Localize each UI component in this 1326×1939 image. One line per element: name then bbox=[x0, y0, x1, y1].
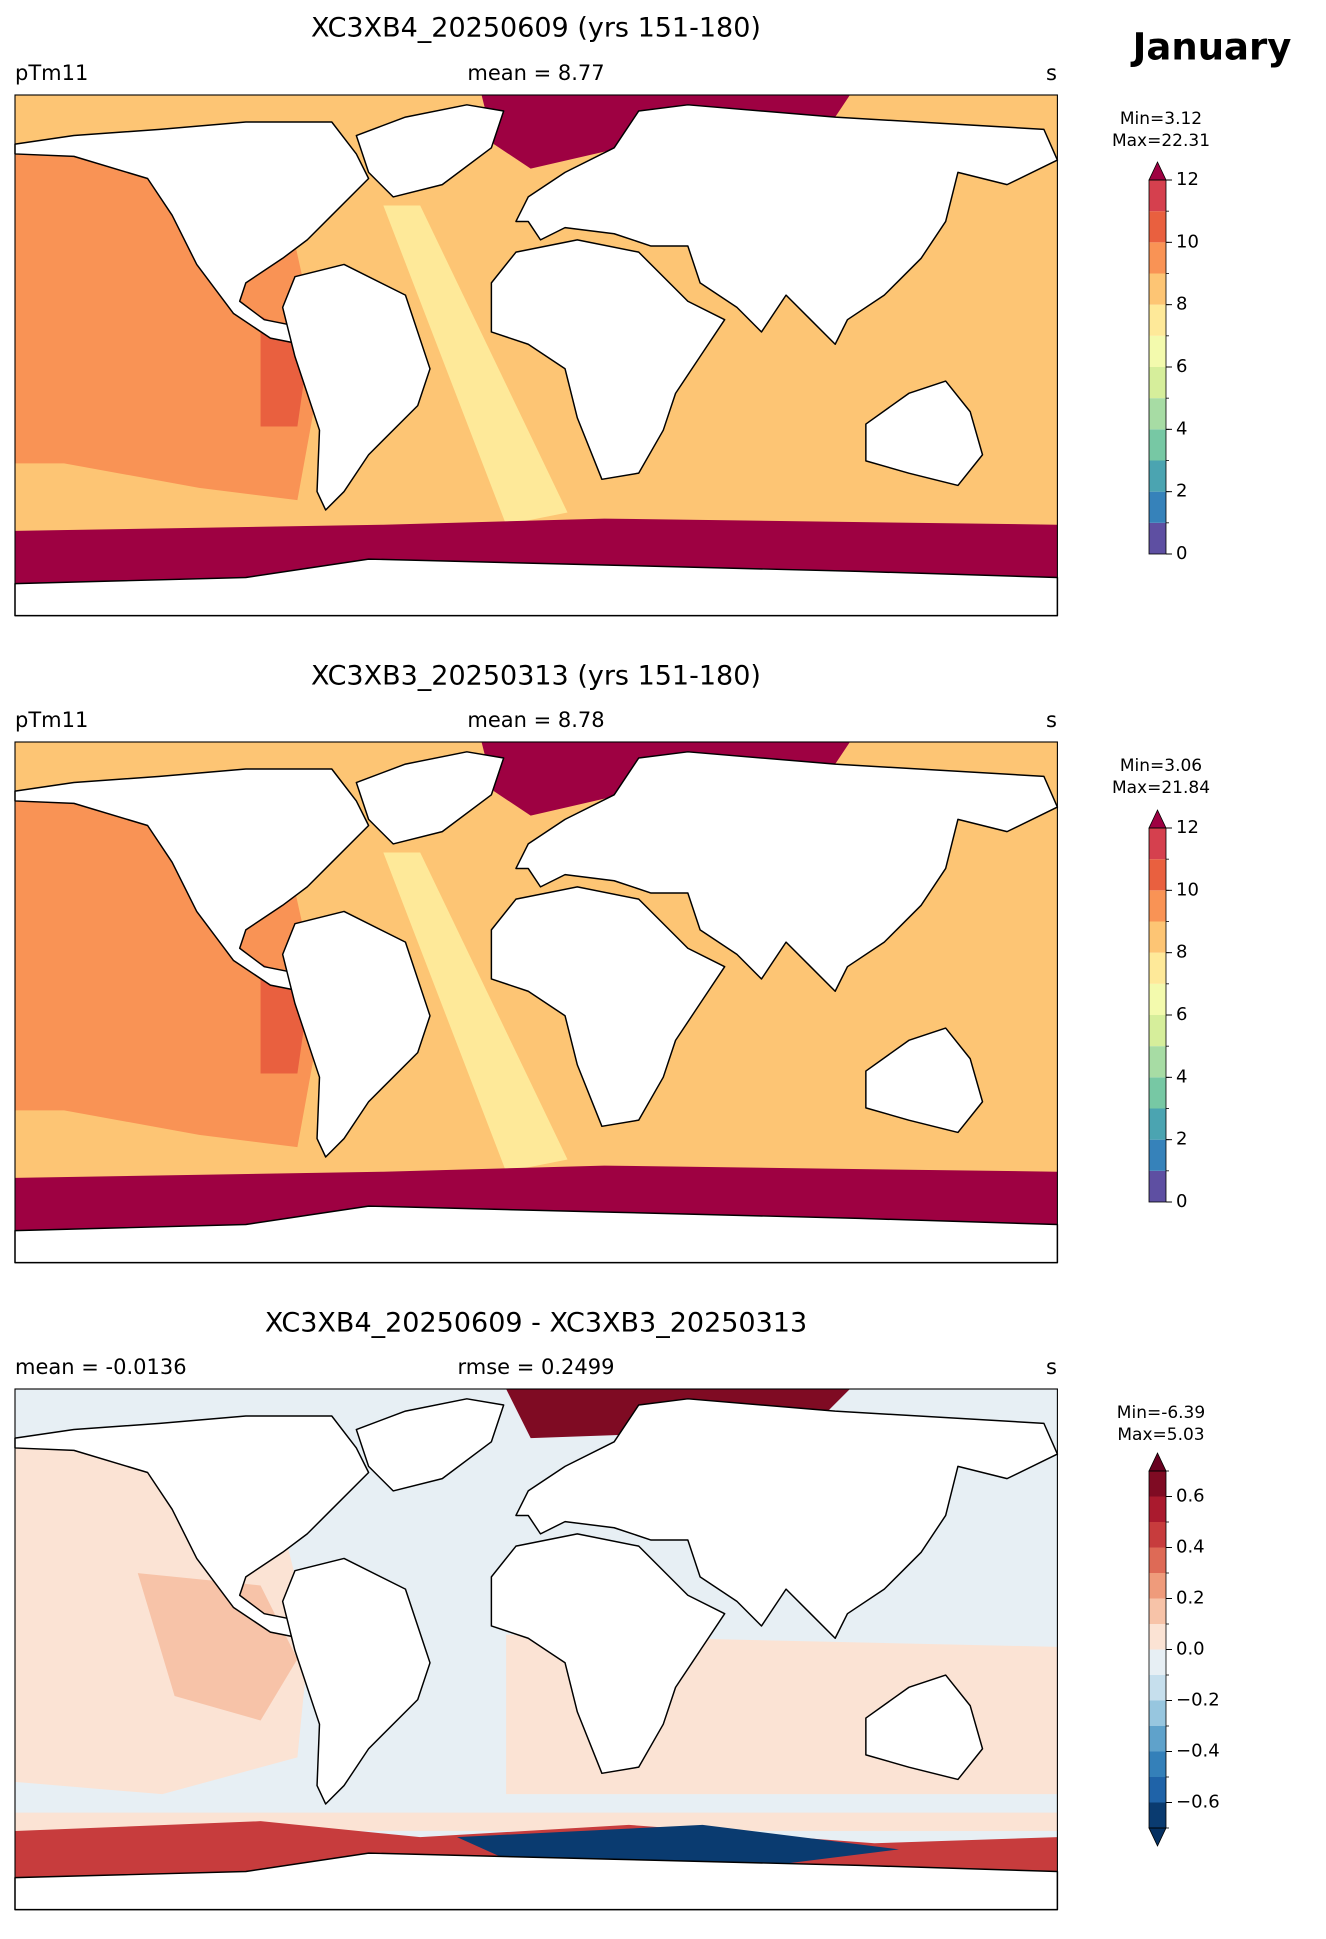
colorbar-bin bbox=[1149, 335, 1166, 367]
colorbar-bin bbox=[1149, 242, 1166, 274]
colorbar-tick-label: 0.4 bbox=[1176, 1537, 1205, 1558]
colorbar-bin bbox=[1149, 273, 1166, 305]
colorbar-bin bbox=[1149, 1700, 1166, 1726]
map bbox=[14, 94, 1059, 617]
colorbar-bin bbox=[1149, 828, 1166, 860]
colorbar-bin bbox=[1149, 398, 1166, 430]
colorbar-extend-under bbox=[1148, 1827, 1167, 1847]
colorbar-bin bbox=[1149, 1649, 1166, 1675]
stats-text: Min=3.12 bbox=[1120, 109, 1202, 129]
colorbar-bin bbox=[1149, 983, 1166, 1015]
map bbox=[14, 1388, 1059, 1911]
colorbar-tick-label: 2 bbox=[1176, 1129, 1187, 1150]
colorbar-bin bbox=[1149, 1726, 1166, 1752]
colorbar-bin bbox=[1149, 1624, 1166, 1650]
colorbar-bin bbox=[1149, 1139, 1166, 1171]
colorbar-bin bbox=[1149, 180, 1166, 212]
colorbar-bin bbox=[1149, 1522, 1166, 1548]
stats-text: Min=-6.39 bbox=[1117, 1403, 1205, 1423]
colorbar-extend-over bbox=[1148, 1452, 1167, 1472]
stats-text: Max=21.84 bbox=[1112, 778, 1210, 798]
colorbar-tick-label: 6 bbox=[1176, 356, 1187, 377]
colorbar-tick-label: 4 bbox=[1176, 418, 1187, 439]
colorbar-tick-label: 0.0 bbox=[1176, 1639, 1205, 1660]
colorbar-bin bbox=[1149, 952, 1166, 984]
colorbar-bin bbox=[1149, 859, 1166, 891]
colorbar-bin bbox=[1149, 1170, 1166, 1202]
colorbar-bin bbox=[1149, 1751, 1166, 1777]
units-label: s bbox=[1046, 61, 1057, 85]
colorbar-tick-label: 12 bbox=[1176, 817, 1199, 838]
colorbar-bin bbox=[1149, 921, 1166, 953]
colorbar-bin bbox=[1149, 367, 1166, 399]
map bbox=[14, 741, 1059, 1264]
colorbar-tick-label: 8 bbox=[1176, 942, 1187, 963]
colorbar-bin bbox=[1149, 1573, 1166, 1599]
center-label: mean = 8.78 bbox=[467, 708, 604, 732]
units-label: s bbox=[1046, 708, 1057, 732]
colorbar-bin bbox=[1149, 1077, 1166, 1109]
colorbar-tick-label: 8 bbox=[1176, 294, 1187, 315]
colorbar-tick-label: −0.4 bbox=[1176, 1741, 1220, 1762]
colorbar-bin bbox=[1149, 304, 1166, 336]
panel-title: XC3XB4_20250609 - XC3XB3_20250313 bbox=[265, 1308, 807, 1339]
colorbar-bin bbox=[1149, 1675, 1166, 1701]
colorbar-bin bbox=[1149, 1547, 1166, 1573]
stats-text: Max=22.31 bbox=[1112, 131, 1210, 151]
colorbar-bin bbox=[1149, 1108, 1166, 1140]
colorbar-bin bbox=[1149, 1496, 1166, 1522]
center-label: mean = 8.77 bbox=[467, 61, 604, 85]
colorbar-tick-label: 10 bbox=[1176, 231, 1199, 252]
stats-text: Max=5.03 bbox=[1117, 1425, 1204, 1445]
colorbar-tick-label: −0.6 bbox=[1176, 1792, 1220, 1813]
colorbar-bin bbox=[1149, 1777, 1166, 1803]
panel-title: XC3XB3_20250313 (yrs 151-180) bbox=[311, 661, 761, 692]
colorbar-tick-label: 12 bbox=[1176, 169, 1199, 190]
colorbar-bin bbox=[1149, 1046, 1166, 1078]
colorbar-tick-label: 6 bbox=[1176, 1004, 1187, 1025]
colorbar-tick-label: 0 bbox=[1176, 543, 1187, 564]
colorbar-bin bbox=[1149, 522, 1166, 554]
colorbar-extend-over bbox=[1148, 161, 1167, 181]
units-label: s bbox=[1046, 1355, 1057, 1379]
colorbar-bin bbox=[1149, 429, 1166, 461]
center-label: rmse = 0.2499 bbox=[457, 1355, 614, 1379]
stats-text: Min=3.06 bbox=[1120, 756, 1202, 776]
colorbar-tick-label: 10 bbox=[1176, 879, 1199, 900]
left-label: mean = -0.0136 bbox=[15, 1355, 187, 1379]
colorbar-tick-label: 0.6 bbox=[1176, 1486, 1205, 1507]
left-label: pTm11 bbox=[15, 61, 88, 85]
colorbar-extend-over bbox=[1148, 809, 1167, 829]
colorbar-tick-label: 2 bbox=[1176, 481, 1187, 502]
colorbar-tick-label: 0 bbox=[1176, 1191, 1187, 1212]
colorbar-bin bbox=[1149, 460, 1166, 492]
colorbar-bin bbox=[1149, 491, 1166, 523]
colorbar-tick-label: 0.2 bbox=[1176, 1588, 1205, 1609]
colorbar-bin bbox=[1149, 211, 1166, 243]
colorbar-bin bbox=[1149, 1015, 1166, 1047]
left-label: pTm11 bbox=[15, 708, 88, 732]
panel-title: XC3XB4_20250609 (yrs 151-180) bbox=[311, 13, 761, 44]
colorbar-bin bbox=[1149, 1471, 1166, 1497]
colorbar-tick-label: 4 bbox=[1176, 1066, 1187, 1087]
figure-title: January bbox=[1130, 26, 1292, 69]
colorbar-bin bbox=[1149, 890, 1166, 922]
colorbar-tick-label: −0.2 bbox=[1176, 1690, 1220, 1711]
colorbar-bin bbox=[1149, 1598, 1166, 1624]
colorbar-bin bbox=[1149, 1802, 1166, 1828]
